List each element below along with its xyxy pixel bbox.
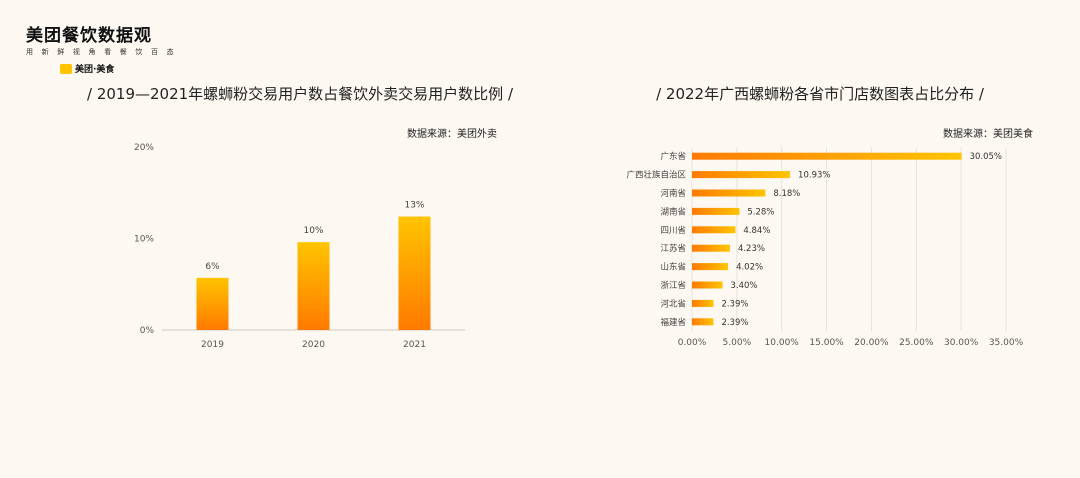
brand: 美团·美食 — [60, 62, 166, 75]
left-chart-title: / 2019—2021年螺蛳粉交易用户数占餐饮外卖交易用户数比例 / — [87, 85, 513, 103]
y-category-label: 河北省 — [660, 298, 686, 309]
y-category-label: 河南省 — [660, 188, 686, 199]
bar — [297, 242, 330, 330]
x-tick-label: 5.00% — [723, 338, 752, 348]
bar — [692, 281, 723, 289]
bar — [692, 207, 740, 215]
logo-subtitle: 用 新 鲜 视 角 看 餐 饮 百 态 — [26, 48, 177, 56]
x-tick-label: 20.00% — [854, 338, 889, 348]
bar — [692, 189, 766, 197]
bar — [692, 152, 962, 160]
x-tick-label: 2019 — [201, 340, 224, 350]
x-tick-label: 30.00% — [944, 338, 979, 348]
x-tick-label: 0.00% — [678, 338, 707, 348]
bar-value-label: 10.93% — [798, 171, 830, 181]
bar-value-label: 4.02% — [736, 263, 763, 273]
bar — [692, 226, 736, 234]
bar-value-label: 10% — [303, 226, 323, 236]
bar — [692, 263, 729, 271]
left-chart-source: 数据来源：美团外卖 — [407, 129, 497, 140]
logo: 美团餐饮数据观 用 新 鲜 视 角 看 餐 饮 百 态 美团·美食 — [26, 26, 177, 75]
y-tick-label: 0% — [140, 326, 155, 336]
right-chart-source: 数据来源：美团美食 — [943, 129, 1033, 140]
bar-value-label: 4.23% — [738, 244, 765, 254]
bar-value-label: 6% — [205, 262, 220, 272]
logo-title: 美团餐饮数据观 — [26, 26, 152, 46]
x-tick-label: 2020 — [302, 340, 325, 350]
x-tick-label: 10.00% — [765, 338, 800, 348]
left-bar-chart: 0% 10% 20% 6% 2019 10% 2020 13% 2021 — [134, 143, 465, 350]
right-bar-chart: 0.00% 5.00% 10.00% 15.00% 20.00% 25.00% 30.00%… — [626, 147, 1024, 348]
y-category-label: 福建省 — [660, 317, 686, 328]
brand-badge-icon — [60, 63, 72, 74]
bar — [692, 318, 714, 326]
bar-value-label: 13% — [404, 201, 424, 211]
bar-value-label: 2.39% — [721, 299, 748, 309]
brand-name: 美团·美食 — [75, 65, 115, 75]
y-category-label: 山东省 — [660, 262, 686, 273]
x-tick-label: 35.00% — [989, 338, 1024, 348]
bar-value-label: 30.05% — [970, 152, 1002, 162]
y-category-label: 广西壮族自治区 — [626, 170, 686, 181]
bar — [692, 299, 714, 307]
x-tick-label: 15.00% — [809, 338, 844, 348]
right-chart-title: / 2022年广西螺蛳粉各省市门店数图表占比分布 / — [656, 85, 984, 103]
bar-value-label: 8.18% — [773, 189, 800, 199]
y-category-label: 广东省 — [660, 151, 686, 162]
y-category-label: 四川省 — [660, 225, 686, 236]
x-tick-label: 25.00% — [899, 338, 934, 348]
bar — [692, 244, 730, 252]
bar-value-label: 3.40% — [731, 281, 758, 291]
x-tick-label: 2021 — [403, 340, 426, 350]
bar — [398, 216, 431, 330]
bar-value-label: 5.28% — [747, 207, 774, 217]
y-tick-label: 20% — [134, 143, 154, 153]
bar-value-label: 2.39% — [721, 318, 748, 328]
y-category-label: 湖南省 — [660, 206, 686, 217]
bar — [196, 277, 229, 330]
y-tick-label: 10% — [134, 235, 154, 245]
bar — [692, 171, 791, 179]
y-category-label: 浙江省 — [660, 280, 686, 291]
y-category-label: 江苏省 — [660, 243, 686, 254]
bar-value-label: 4.84% — [743, 226, 770, 236]
